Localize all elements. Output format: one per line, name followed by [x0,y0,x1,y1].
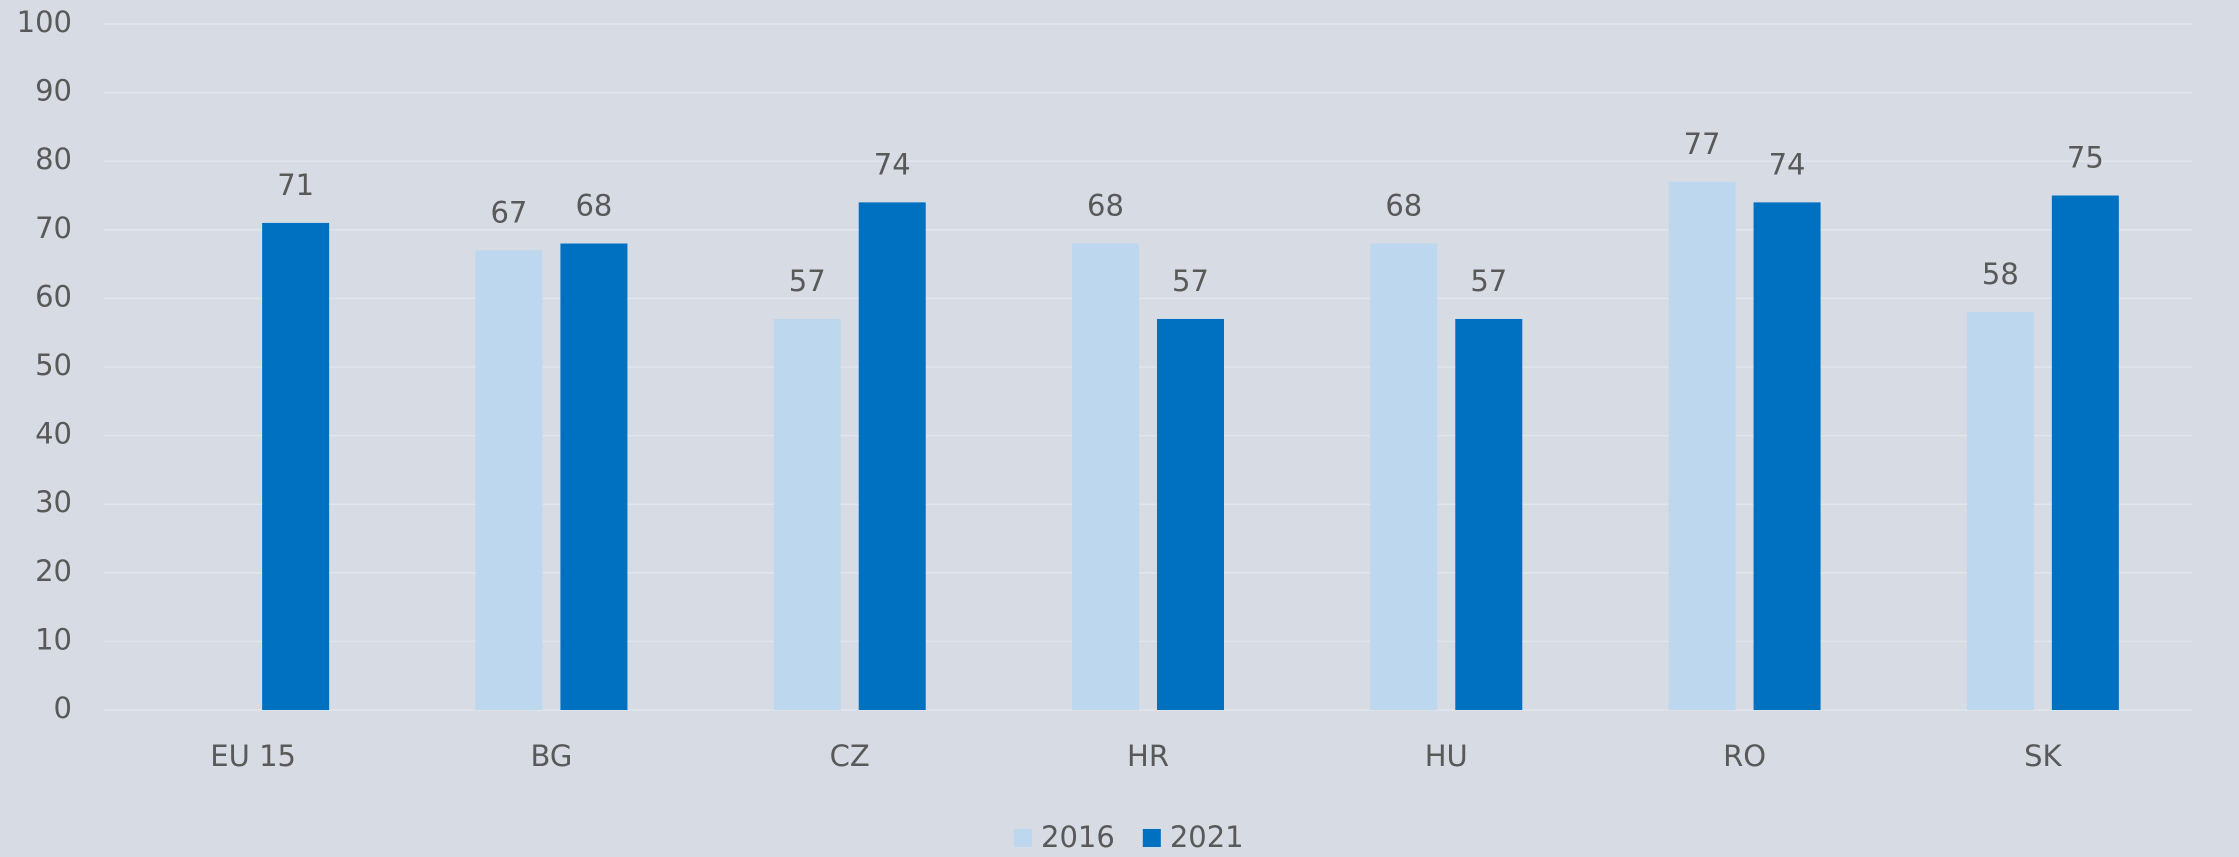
bar [1668,181,1736,710]
x-tick-label: HR [1127,739,1169,773]
legend-label: 2016 [1041,820,1115,854]
y-tick-label: 50 [35,348,72,382]
bar [1072,243,1139,710]
x-tick-label: BG [530,739,572,773]
x-tick-label: HU [1425,739,1468,773]
data-label: 67 [490,195,527,229]
legend-swatch [1014,829,1032,847]
data-label: 75 [2067,141,2104,175]
data-label: 74 [874,147,911,181]
y-tick-label: 30 [35,485,72,519]
x-tick-label: SK [2024,739,2062,773]
y-tick-label: 10 [35,622,72,656]
bar [2051,195,2119,710]
bar [1753,202,1821,711]
data-label: 74 [1769,147,1806,181]
data-label: 57 [1172,264,1209,298]
data-label: 57 [789,264,826,298]
bar [773,318,841,710]
y-tick-label: 90 [35,74,72,108]
y-tick-label: 0 [54,691,72,725]
bar [1966,312,2034,710]
data-label: 77 [1684,127,1721,161]
bar [1157,318,1224,710]
bar [858,202,926,711]
y-tick-label: 70 [35,211,72,245]
bar [1455,318,1523,710]
bar [475,250,543,710]
legend-swatch [1142,829,1161,847]
data-label: 58 [1982,257,2019,291]
data-label: 68 [575,189,612,223]
y-tick-label: 80 [35,142,72,176]
data-label: 68 [1087,189,1124,223]
x-tick-label: RO [1723,739,1766,773]
x-tick-label: EU 15 [210,739,296,773]
bar [1370,243,1438,710]
data-label: 68 [1385,189,1422,223]
data-label: 71 [277,168,314,202]
bar [262,222,330,710]
y-tick-label: 40 [35,417,72,451]
y-tick-label: 20 [35,554,72,588]
y-tick-label: 60 [35,279,72,313]
y-tick-label: 100 [17,5,72,39]
x-tick-label: CZ [830,739,870,773]
data-label: 57 [1470,264,1507,298]
bar [560,243,628,710]
legend-label: 2021 [1170,820,1244,854]
